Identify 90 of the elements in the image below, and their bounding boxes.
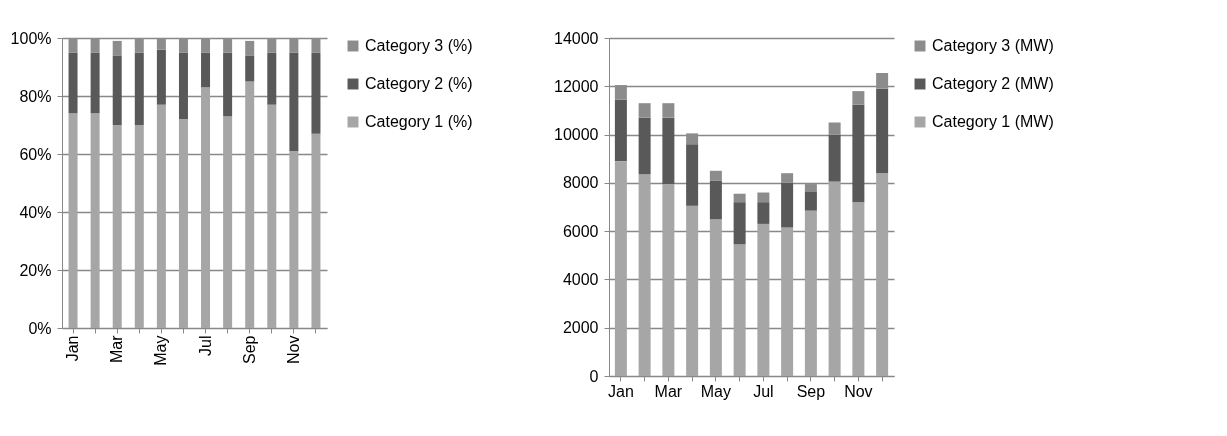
bar <box>201 52 211 88</box>
x-tick-label: Jul <box>753 382 774 400</box>
bar <box>686 205 699 376</box>
bar <box>686 144 699 206</box>
y-tick-label: 100% <box>10 29 52 47</box>
bar <box>828 181 841 376</box>
bar <box>781 227 794 376</box>
bar <box>68 52 78 114</box>
bar <box>245 55 255 82</box>
bar <box>733 202 746 245</box>
bar <box>733 193 746 203</box>
bar <box>804 210 817 376</box>
bar <box>781 173 794 183</box>
bar <box>614 161 627 376</box>
y-tick-label: 20% <box>19 261 52 279</box>
bar <box>311 52 321 134</box>
bar <box>876 88 889 174</box>
y-tick-label: 60% <box>19 145 52 163</box>
bar <box>267 52 277 105</box>
bar <box>638 174 651 376</box>
x-tick-label: May <box>700 382 731 400</box>
bar <box>709 219 722 376</box>
x-tick-label: Jul <box>196 335 214 356</box>
legend-label: Category 1 (%) <box>365 113 473 130</box>
bar <box>852 104 865 203</box>
bar <box>289 151 299 328</box>
x-tick-label: Sep <box>240 335 258 364</box>
legend-label: Category 3 (%) <box>365 37 473 54</box>
y-tick-label: 10000 <box>554 126 599 144</box>
bar <box>828 134 841 182</box>
bar <box>638 117 651 175</box>
y-tick-label: 14000 <box>554 29 599 47</box>
bar <box>757 223 770 376</box>
bar <box>134 52 144 125</box>
bar <box>662 117 675 185</box>
y-tick-label: 4000 <box>562 270 599 288</box>
bar <box>757 192 770 203</box>
bar <box>852 202 865 376</box>
bar <box>90 113 100 328</box>
bar <box>156 49 166 105</box>
y-tick-label: 12000 <box>554 77 599 95</box>
bar <box>781 182 794 228</box>
bar <box>757 202 770 224</box>
x-tick-label: Nov <box>844 382 873 400</box>
x-tick-label: Mar <box>108 334 126 364</box>
x-tick-label: May <box>152 335 170 366</box>
bar <box>709 170 722 181</box>
bar <box>245 81 255 328</box>
x-tick-label: Jan <box>607 382 634 400</box>
bar <box>245 40 255 56</box>
bar <box>852 91 865 105</box>
legend-label: Category 1 (MW) <box>932 113 1054 130</box>
bar <box>638 103 651 118</box>
bar <box>156 104 166 328</box>
bar <box>201 87 211 328</box>
bar <box>662 184 675 376</box>
x-tick-label: Jan <box>64 335 82 362</box>
bar <box>112 125 122 328</box>
y-tick-label: 0 <box>589 367 599 385</box>
x-tick-label: Sep <box>796 382 826 400</box>
bar <box>223 116 233 328</box>
bar <box>662 103 675 118</box>
y-tick-label: 2000 <box>562 319 599 337</box>
y-tick-label: 40% <box>19 203 52 221</box>
bar <box>804 191 817 211</box>
bar <box>223 52 233 117</box>
bar <box>709 180 722 220</box>
bar <box>614 99 627 162</box>
bar <box>876 173 889 376</box>
bar <box>289 52 299 152</box>
bar <box>112 55 122 125</box>
x-tick-label: Nov <box>284 335 302 364</box>
bar <box>311 133 321 328</box>
bar <box>90 52 100 114</box>
legend-label: Category 2 (MW) <box>932 75 1054 92</box>
x-tick-label: Mar <box>654 382 683 400</box>
bar <box>178 52 188 120</box>
y-tick-label: 6000 <box>562 222 599 240</box>
legend-label: Category 2 (%) <box>365 75 473 92</box>
y-tick-label: 8000 <box>562 174 599 192</box>
bar <box>178 119 188 328</box>
y-tick-label: 0% <box>28 319 52 337</box>
legend-label: Category 3 (MW) <box>932 37 1054 54</box>
y-tick-label: 80% <box>19 87 52 105</box>
bar <box>733 244 746 376</box>
bar <box>134 125 144 328</box>
bar <box>112 40 122 56</box>
bar <box>267 104 277 328</box>
bar <box>828 122 841 135</box>
bar <box>68 113 78 328</box>
